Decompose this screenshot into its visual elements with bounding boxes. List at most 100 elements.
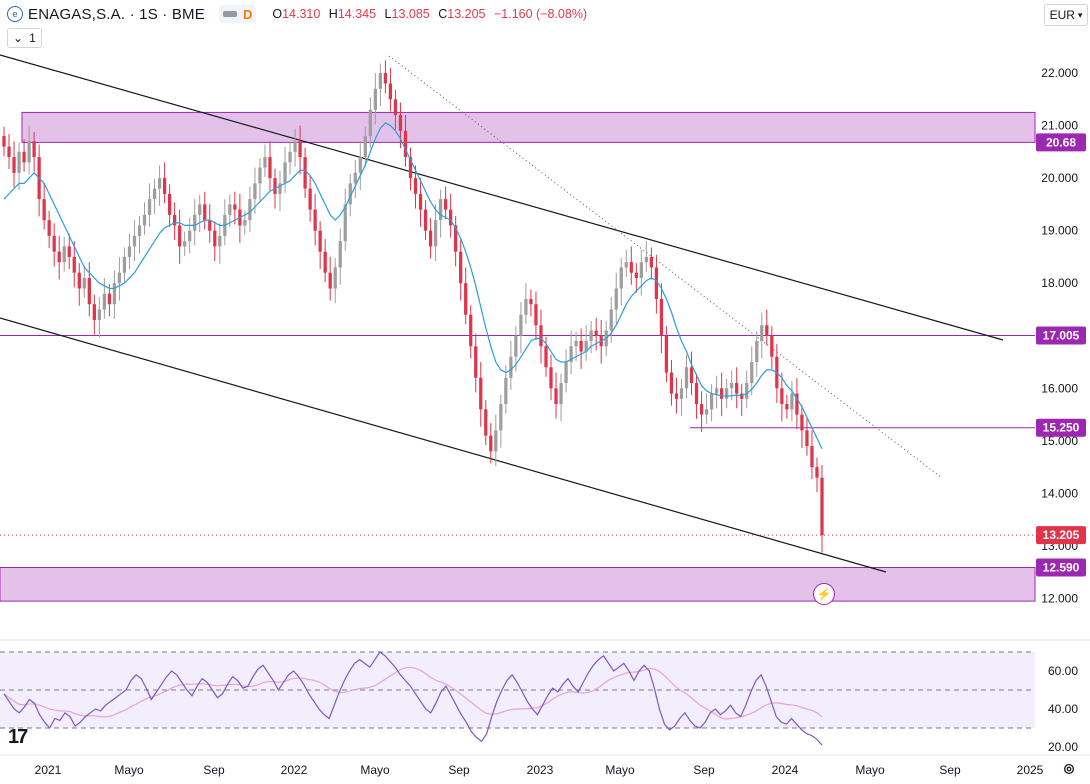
interval-badge: D (242, 6, 253, 22)
candle-body (22, 151, 26, 163)
upper-channel-line (0, 54, 1004, 341)
gear-icon[interactable] (1062, 762, 1076, 776)
candle-body (42, 199, 46, 221)
candle-body (810, 446, 814, 468)
candle-body (122, 256, 127, 273)
rsi-tick-label: 20.00 (1048, 740, 1078, 754)
candle-body (509, 356, 513, 378)
candle-body (519, 314, 523, 336)
indicators-toggle[interactable]: ⌄ 1 (7, 28, 42, 48)
candle-body (27, 141, 31, 163)
candle-body (524, 298, 528, 315)
time-tick-label: 2024 (772, 763, 799, 777)
candle-body (353, 172, 357, 184)
candle-body (579, 341, 583, 352)
candle-body (479, 377, 483, 410)
candle-body (780, 388, 784, 405)
candle-body (569, 346, 573, 363)
price-label-box (1036, 133, 1086, 152)
candle-body (213, 230, 217, 247)
candle-body (704, 409, 709, 415)
close-value: 13.205 (447, 7, 486, 21)
rsi-line (3, 651, 823, 746)
price-tick-label: 21.000 (1041, 119, 1078, 133)
price-label-box (1036, 418, 1086, 437)
low-label: L (384, 7, 392, 21)
lightning-icon[interactable]: ⚡ (813, 583, 835, 605)
interval-pill[interactable]: D (218, 5, 257, 23)
candle-body (423, 209, 428, 231)
time-tick-label: Mayo (605, 763, 635, 777)
candle-body (363, 136, 367, 158)
candle-body (97, 309, 101, 320)
candle-body (162, 178, 167, 194)
price-label-text: 13.205 (1043, 528, 1080, 542)
moving-average-line (3, 122, 823, 449)
candle-body (358, 157, 362, 173)
candle-body (147, 199, 152, 215)
candle-body (634, 272, 638, 278)
price-tick-label: 14.000 (1041, 486, 1078, 500)
time-tick-label: Sep (448, 763, 470, 777)
candle-body (233, 204, 237, 210)
candle-body (820, 477, 824, 536)
candle-body (193, 214, 197, 231)
candle-body (449, 209, 453, 226)
candle-body (805, 430, 809, 447)
candle-body (694, 383, 699, 405)
candle-body (333, 267, 337, 289)
candle-body (589, 330, 593, 342)
candle-body (178, 225, 182, 247)
candle-body (428, 230, 433, 247)
price-label-text: 15.250 (1043, 421, 1080, 435)
candle-body (584, 341, 588, 352)
candle-body (403, 130, 408, 158)
time-tick-label: Mayo (855, 763, 885, 777)
candle-body (102, 293, 106, 310)
candle-body (795, 393, 799, 415)
candle-body (679, 388, 684, 399)
candle-body (534, 304, 538, 326)
candle-body (258, 167, 262, 184)
price-tick-label: 12.000 (1041, 592, 1078, 606)
symbol-title[interactable]: ENAGAS,S.A. · 1S · BME (28, 5, 205, 23)
candle-body (127, 246, 132, 257)
price-label-box (1036, 558, 1086, 577)
candle-body (669, 372, 674, 394)
candle-body (393, 99, 398, 116)
candle-body (152, 188, 157, 200)
candle-body (303, 157, 307, 189)
time-tick-label: 2023 (527, 763, 554, 777)
candle-body (433, 220, 438, 247)
time-tick-label: Sep (203, 763, 225, 777)
candle-body (112, 283, 117, 305)
candle-body (699, 404, 704, 415)
candle-body (649, 256, 654, 268)
time-tick-label: Sep (693, 763, 715, 777)
candle-body (132, 235, 137, 247)
price-tick-label: 16.000 (1041, 381, 1078, 395)
currency-select[interactable]: EUR ▾ (1044, 4, 1088, 26)
candle-body (218, 235, 222, 247)
candle-body (348, 183, 352, 205)
candle-body (755, 341, 759, 363)
candle-body (328, 272, 332, 289)
tradingview-logo[interactable]: 17 (8, 726, 28, 748)
rsi-tick-label: 60.00 (1048, 664, 1078, 678)
candle-body (790, 393, 794, 410)
price-tick-label: 15.000 (1041, 434, 1078, 448)
candle-body (343, 204, 347, 242)
chevron-down-icon: ⌄ (13, 31, 24, 45)
price-tick-label: 19.000 (1041, 224, 1078, 238)
time-tick-label: Mayo (114, 763, 144, 777)
candle-body (77, 272, 81, 289)
candle-body (544, 346, 548, 368)
indicator-count: 1 (29, 31, 36, 45)
candle-body (459, 251, 463, 284)
time-tick-label: 2021 (35, 763, 62, 777)
candle-body (418, 193, 423, 210)
support-zone (0, 566, 1036, 602)
chevron-down-icon: ▾ (1077, 9, 1083, 20)
change-value: −1.160 (−8.08%) (493, 7, 588, 21)
